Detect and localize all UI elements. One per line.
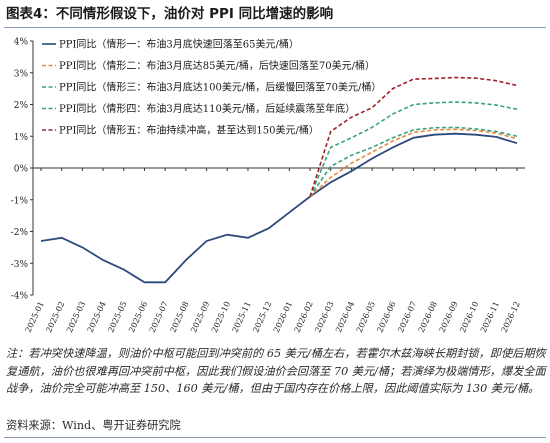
y-tick-label: -3% bbox=[11, 260, 29, 270]
legend-label-5: PPI同比（情形五：布油持续冲高，甚至达到150美元/桶） bbox=[59, 124, 319, 137]
x-tick-label: 2025-08 bbox=[168, 300, 190, 334]
x-tick-label: 2026-03 bbox=[313, 300, 335, 334]
x-tick-label: 2026-01 bbox=[272, 300, 294, 334]
x-tick-label: 2026-12 bbox=[500, 300, 522, 334]
x-tick-label: 2026-09 bbox=[438, 300, 460, 334]
x-tick-label: 2026-02 bbox=[293, 300, 315, 334]
legend-label-1: PPI同比（情形一：布油3月底快速回落至65美元/桶） bbox=[59, 38, 299, 51]
series-line-5 bbox=[309, 76, 518, 197]
y-tick-label: 3% bbox=[14, 69, 29, 79]
y-tick-label: 4% bbox=[14, 38, 29, 48]
x-tick-label: 2025-06 bbox=[127, 300, 149, 334]
x-tick-label: 2025-11 bbox=[231, 300, 253, 334]
x-tick-label: 2026-10 bbox=[458, 300, 480, 334]
y-tick-label: 2% bbox=[14, 101, 29, 111]
x-tick-label: 2025-04 bbox=[86, 300, 108, 334]
legend-label-2: PPI同比（情形二：布油3月底达85美元/桶，后快速回落至70美元/桶） bbox=[59, 59, 375, 72]
series-line-4 bbox=[309, 101, 518, 197]
x-tick-label: 2026-04 bbox=[334, 300, 356, 334]
y-tick-label: -4% bbox=[11, 292, 29, 302]
series-line-3 bbox=[309, 126, 518, 198]
x-tick-label: 2025-12 bbox=[251, 300, 273, 334]
title-rule bbox=[4, 27, 546, 28]
series-line-1 bbox=[40, 132, 518, 284]
x-tick-label: 2026-08 bbox=[417, 300, 439, 334]
y-tick-label: -2% bbox=[11, 228, 29, 238]
x-tick-label: 2025-03 bbox=[65, 300, 87, 334]
y-tick-label: 1% bbox=[14, 133, 29, 143]
y-tick-label: -1% bbox=[11, 196, 29, 206]
x-tick-label: 2025-01 bbox=[24, 300, 46, 334]
x-tick-label: 2025-07 bbox=[148, 300, 170, 334]
x-tick-label: 2025-10 bbox=[210, 300, 232, 334]
x-tick-label: 2026-05 bbox=[355, 300, 377, 334]
legend-label-4: PPI同比（情形四：布油3月底达110美元/桶，后延续震荡至年底） bbox=[59, 102, 355, 115]
x-tick-label: 2026-07 bbox=[396, 300, 418, 334]
chart-note: 注：若冲突快速降温，则油价中枢可能回到冲突前的 65 美元/桶左右，若霍尔木兹海… bbox=[6, 347, 546, 395]
figure-title: 图表4：不同情形假设下，油价对 PPI 同比增速的影响 bbox=[6, 6, 334, 22]
ppi-line-chart: 4%3%2%1%0%-1%-2%-3%-4%2025-012025-022025… bbox=[11, 38, 525, 334]
x-tick-label: 2025-02 bbox=[44, 300, 66, 334]
y-tick-label: 0% bbox=[14, 165, 29, 175]
legend-label-3: PPI同比（情形三：布油3月底达100美元/桶，后缓慢回落至70美元/桶） bbox=[59, 81, 381, 94]
chart-source: 资料来源：Wind、粤开证券研究院 bbox=[6, 419, 181, 432]
x-tick-label: 2026-11 bbox=[479, 300, 501, 334]
bottom-rule bbox=[4, 437, 546, 438]
series-line-2 bbox=[309, 128, 518, 198]
x-tick-label: 2025-09 bbox=[189, 300, 211, 334]
x-tick-label: 2026-06 bbox=[375, 300, 397, 334]
x-tick-label: 2025-05 bbox=[106, 300, 128, 334]
